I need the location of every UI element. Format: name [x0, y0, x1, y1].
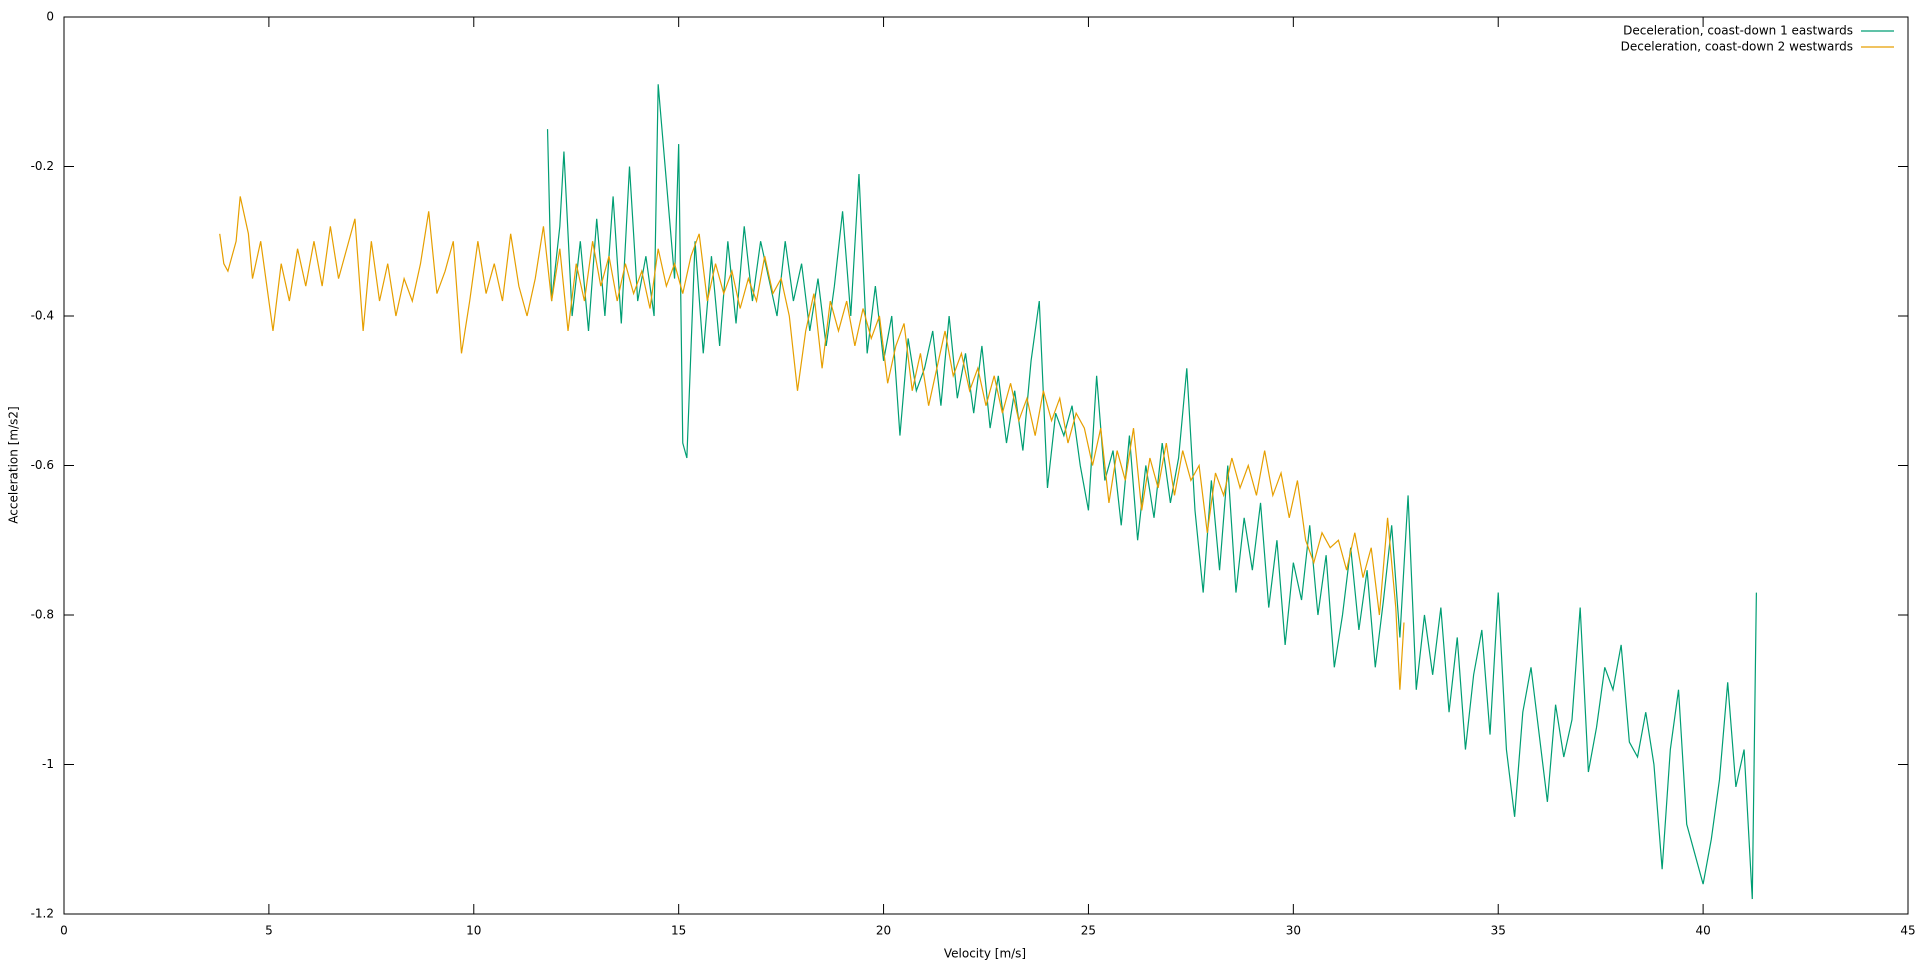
y-tick-label: -0.2	[31, 159, 54, 173]
plot-border	[63, 16, 1909, 915]
x-tick-label: 0	[60, 924, 68, 938]
y-tick-label: -0.6	[31, 458, 54, 472]
x-tick-label: 15	[671, 924, 686, 938]
data-line	[219, 196, 1405, 690]
x-tick-label: 35	[1491, 924, 1506, 938]
x-tick-label: 25	[1081, 924, 1096, 938]
legend-label: Deceleration, coast-down 2 westwards	[1621, 40, 1853, 54]
y-axis-label: Acceleration [m/s2]	[7, 406, 21, 523]
y-tick-label: 0	[46, 10, 54, 24]
x-tick-label: 45	[1900, 924, 1915, 938]
x-tick-label: 10	[466, 924, 481, 938]
x-tick-label: 30	[1286, 924, 1301, 938]
y-tick-label: -0.4	[31, 309, 54, 323]
x-tick-label: 5	[265, 924, 273, 938]
x-tick-label: 40	[1695, 924, 1710, 938]
data-line	[546, 84, 1757, 900]
y-tick-label: -1.2	[31, 907, 54, 921]
legend-label: Deceleration, coast-down 1 eastwards	[1623, 24, 1853, 38]
x-axis-label: Velocity [m/s]	[944, 947, 1026, 961]
y-tick-label: -0.8	[31, 608, 54, 622]
x-tick-label: 20	[876, 924, 891, 938]
y-tick-label: -1	[42, 757, 54, 771]
